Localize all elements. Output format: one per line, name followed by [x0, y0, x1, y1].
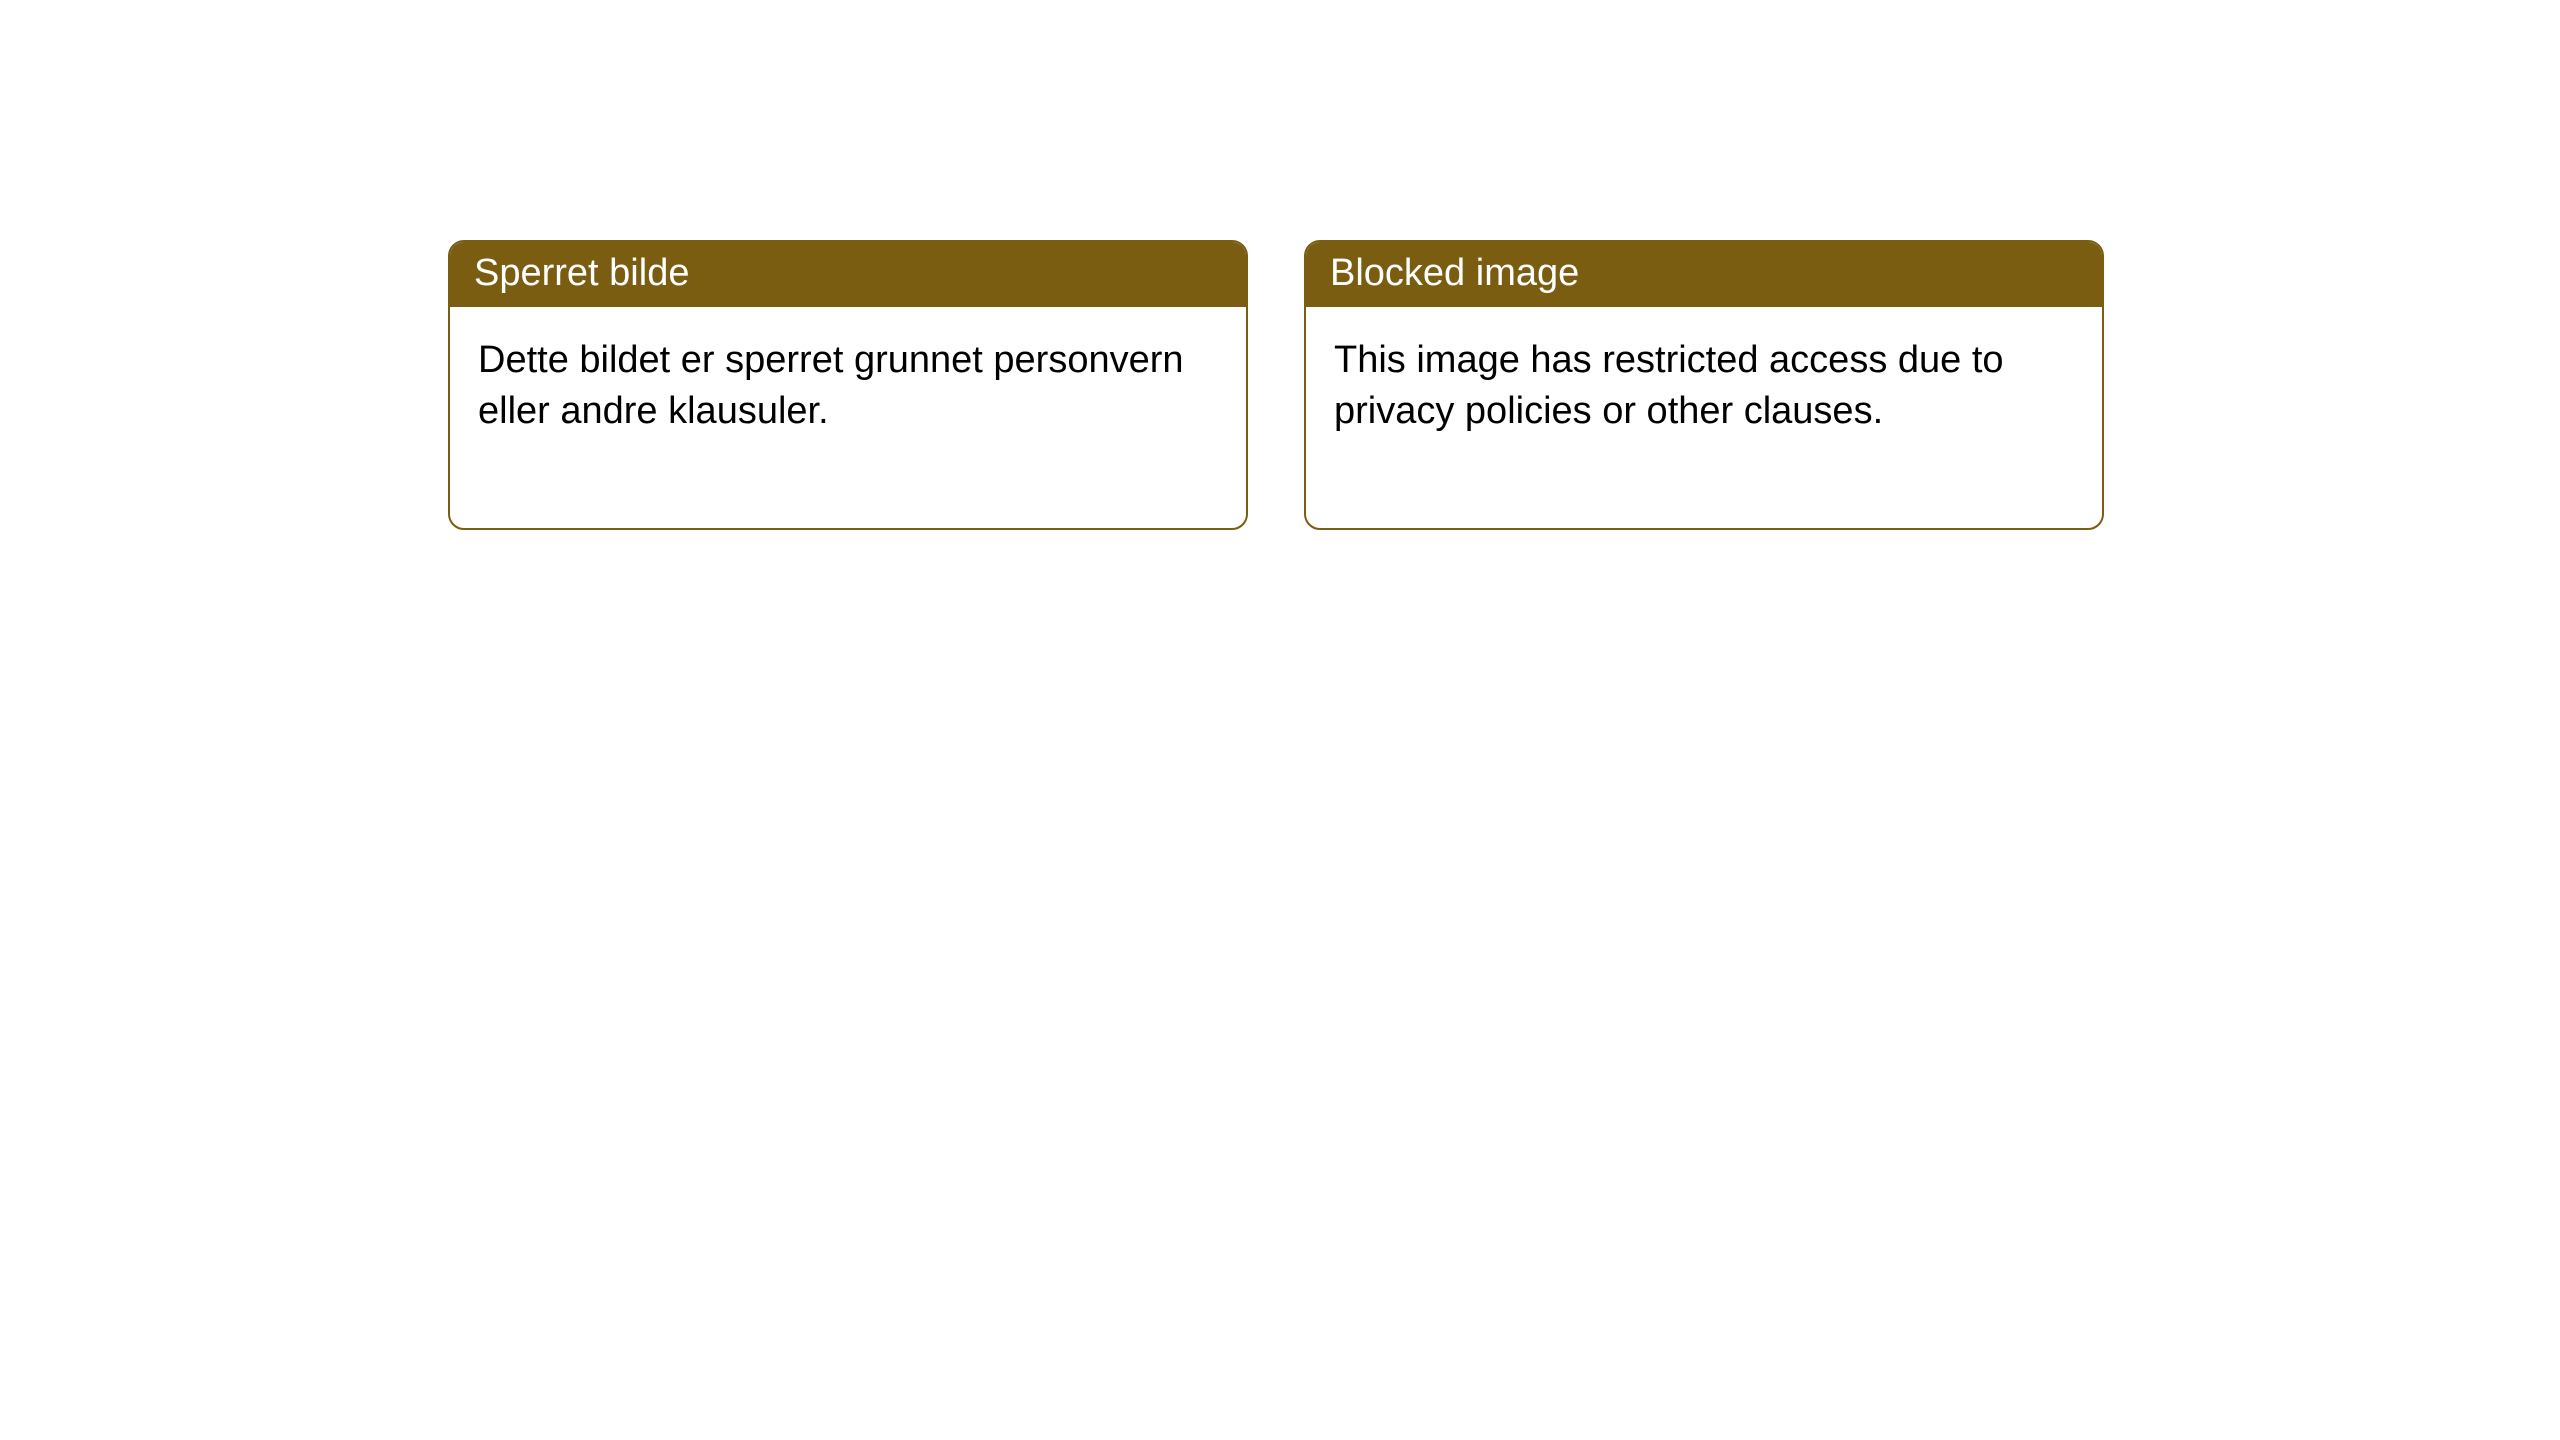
notice-card-norwegian: Sperret bilde Dette bildet er sperret gr…: [448, 240, 1248, 530]
notice-card-english: Blocked image This image has restricted …: [1304, 240, 2104, 530]
notice-title: Sperret bilde: [450, 242, 1246, 307]
notice-container: Sperret bilde Dette bildet er sperret gr…: [0, 0, 2560, 530]
notice-body: This image has restricted access due to …: [1306, 307, 2102, 528]
notice-body: Dette bildet er sperret grunnet personve…: [450, 307, 1246, 528]
notice-title: Blocked image: [1306, 242, 2102, 307]
